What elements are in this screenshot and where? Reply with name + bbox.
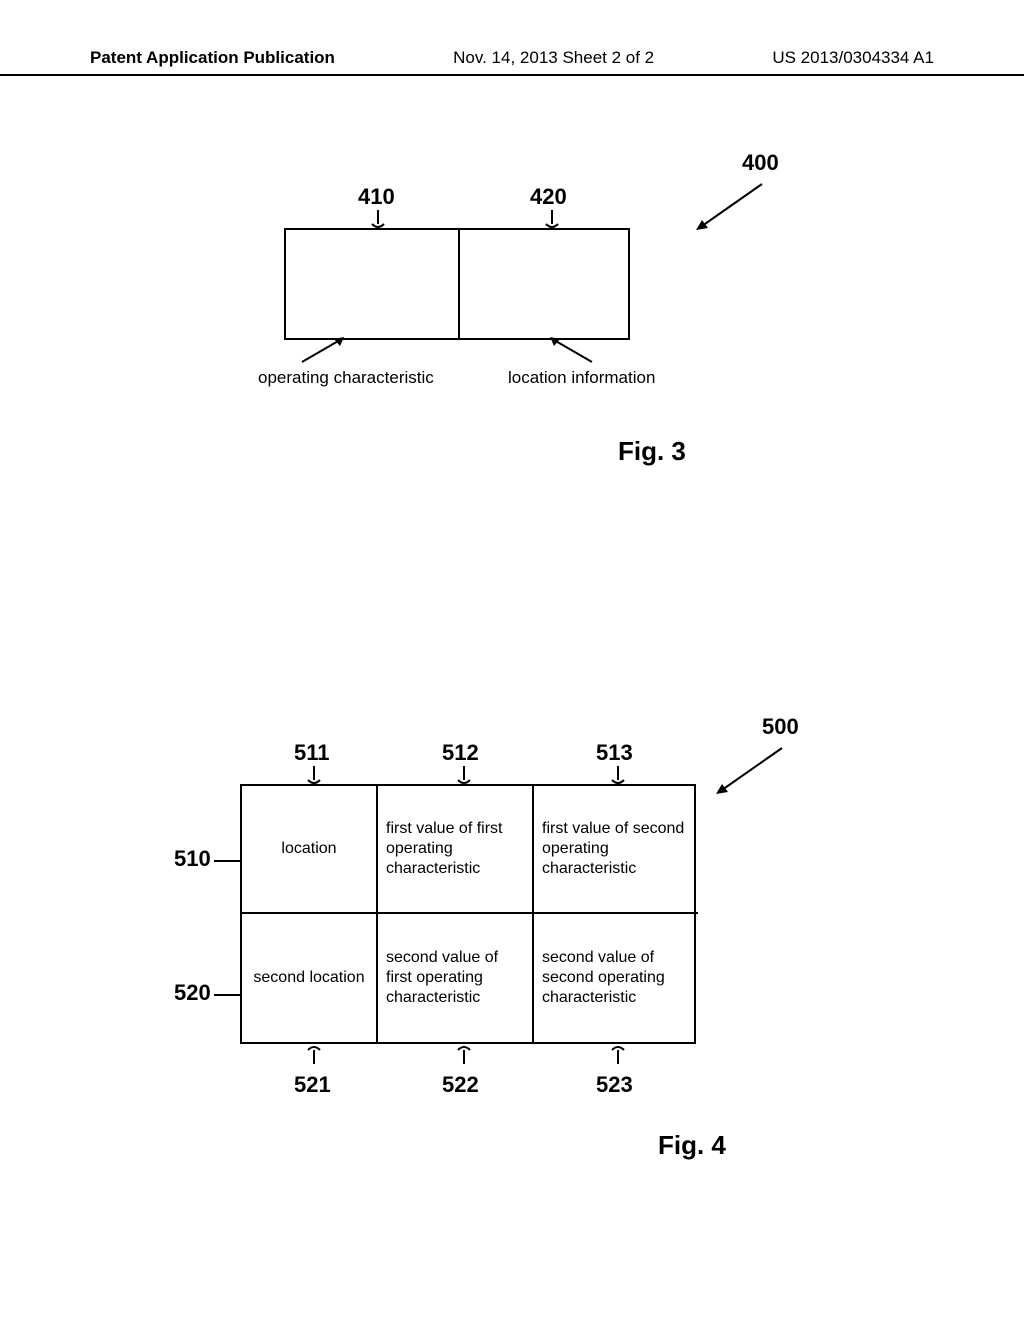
tick-410 <box>370 210 386 230</box>
ref-400: 400 <box>742 150 779 176</box>
arrow-500 <box>712 744 792 798</box>
page-header: Patent Application Publication Nov. 14, … <box>0 48 1024 76</box>
fig3-caption: Fig. 3 <box>618 436 686 467</box>
lead-520 <box>214 990 242 1000</box>
fig3-box-divider <box>458 230 460 338</box>
cell-523: second value of second operating charact… <box>534 914 698 1042</box>
ref-510: 510 <box>174 846 211 872</box>
tick-511 <box>306 766 322 786</box>
ref-521: 521 <box>294 1072 331 1098</box>
ref-512: 512 <box>442 740 479 766</box>
fig4-table: location first value of first operating … <box>240 784 696 1044</box>
cell-513: first value of second operating characte… <box>534 786 698 914</box>
fig4-caption: Fig. 4 <box>658 1130 726 1161</box>
cell-511: location <box>242 786 378 914</box>
tick-512 <box>456 766 472 786</box>
ref-513: 513 <box>596 740 633 766</box>
tick-420 <box>544 210 560 230</box>
ref-511: 511 <box>294 740 330 766</box>
ref-523: 523 <box>596 1072 633 1098</box>
leader-right <box>548 336 598 366</box>
leader-left <box>296 336 346 366</box>
tick-522 <box>456 1044 472 1064</box>
arrow-400 <box>692 180 772 234</box>
lead-510 <box>214 856 242 866</box>
ref-520: 520 <box>174 980 211 1006</box>
ref-420: 420 <box>530 184 567 210</box>
ref-522: 522 <box>442 1072 479 1098</box>
fig3-label-location-information: location information <box>508 368 655 388</box>
header-left: Patent Application Publication <box>90 48 335 68</box>
header-right: US 2013/0304334 A1 <box>772 48 934 68</box>
cell-521: second location <box>242 914 378 1042</box>
fig3-box <box>284 228 630 340</box>
ref-410: 410 <box>358 184 395 210</box>
ref-500: 500 <box>762 714 799 740</box>
header-mid: Nov. 14, 2013 Sheet 2 of 2 <box>453 48 654 68</box>
tick-521 <box>306 1044 322 1064</box>
tick-523 <box>610 1044 626 1064</box>
tick-513 <box>610 766 626 786</box>
fig3-label-operating-characteristic: operating characteristic <box>258 368 434 388</box>
cell-512: first value of first operating character… <box>378 786 534 914</box>
cell-522: second value of first operating characte… <box>378 914 534 1042</box>
